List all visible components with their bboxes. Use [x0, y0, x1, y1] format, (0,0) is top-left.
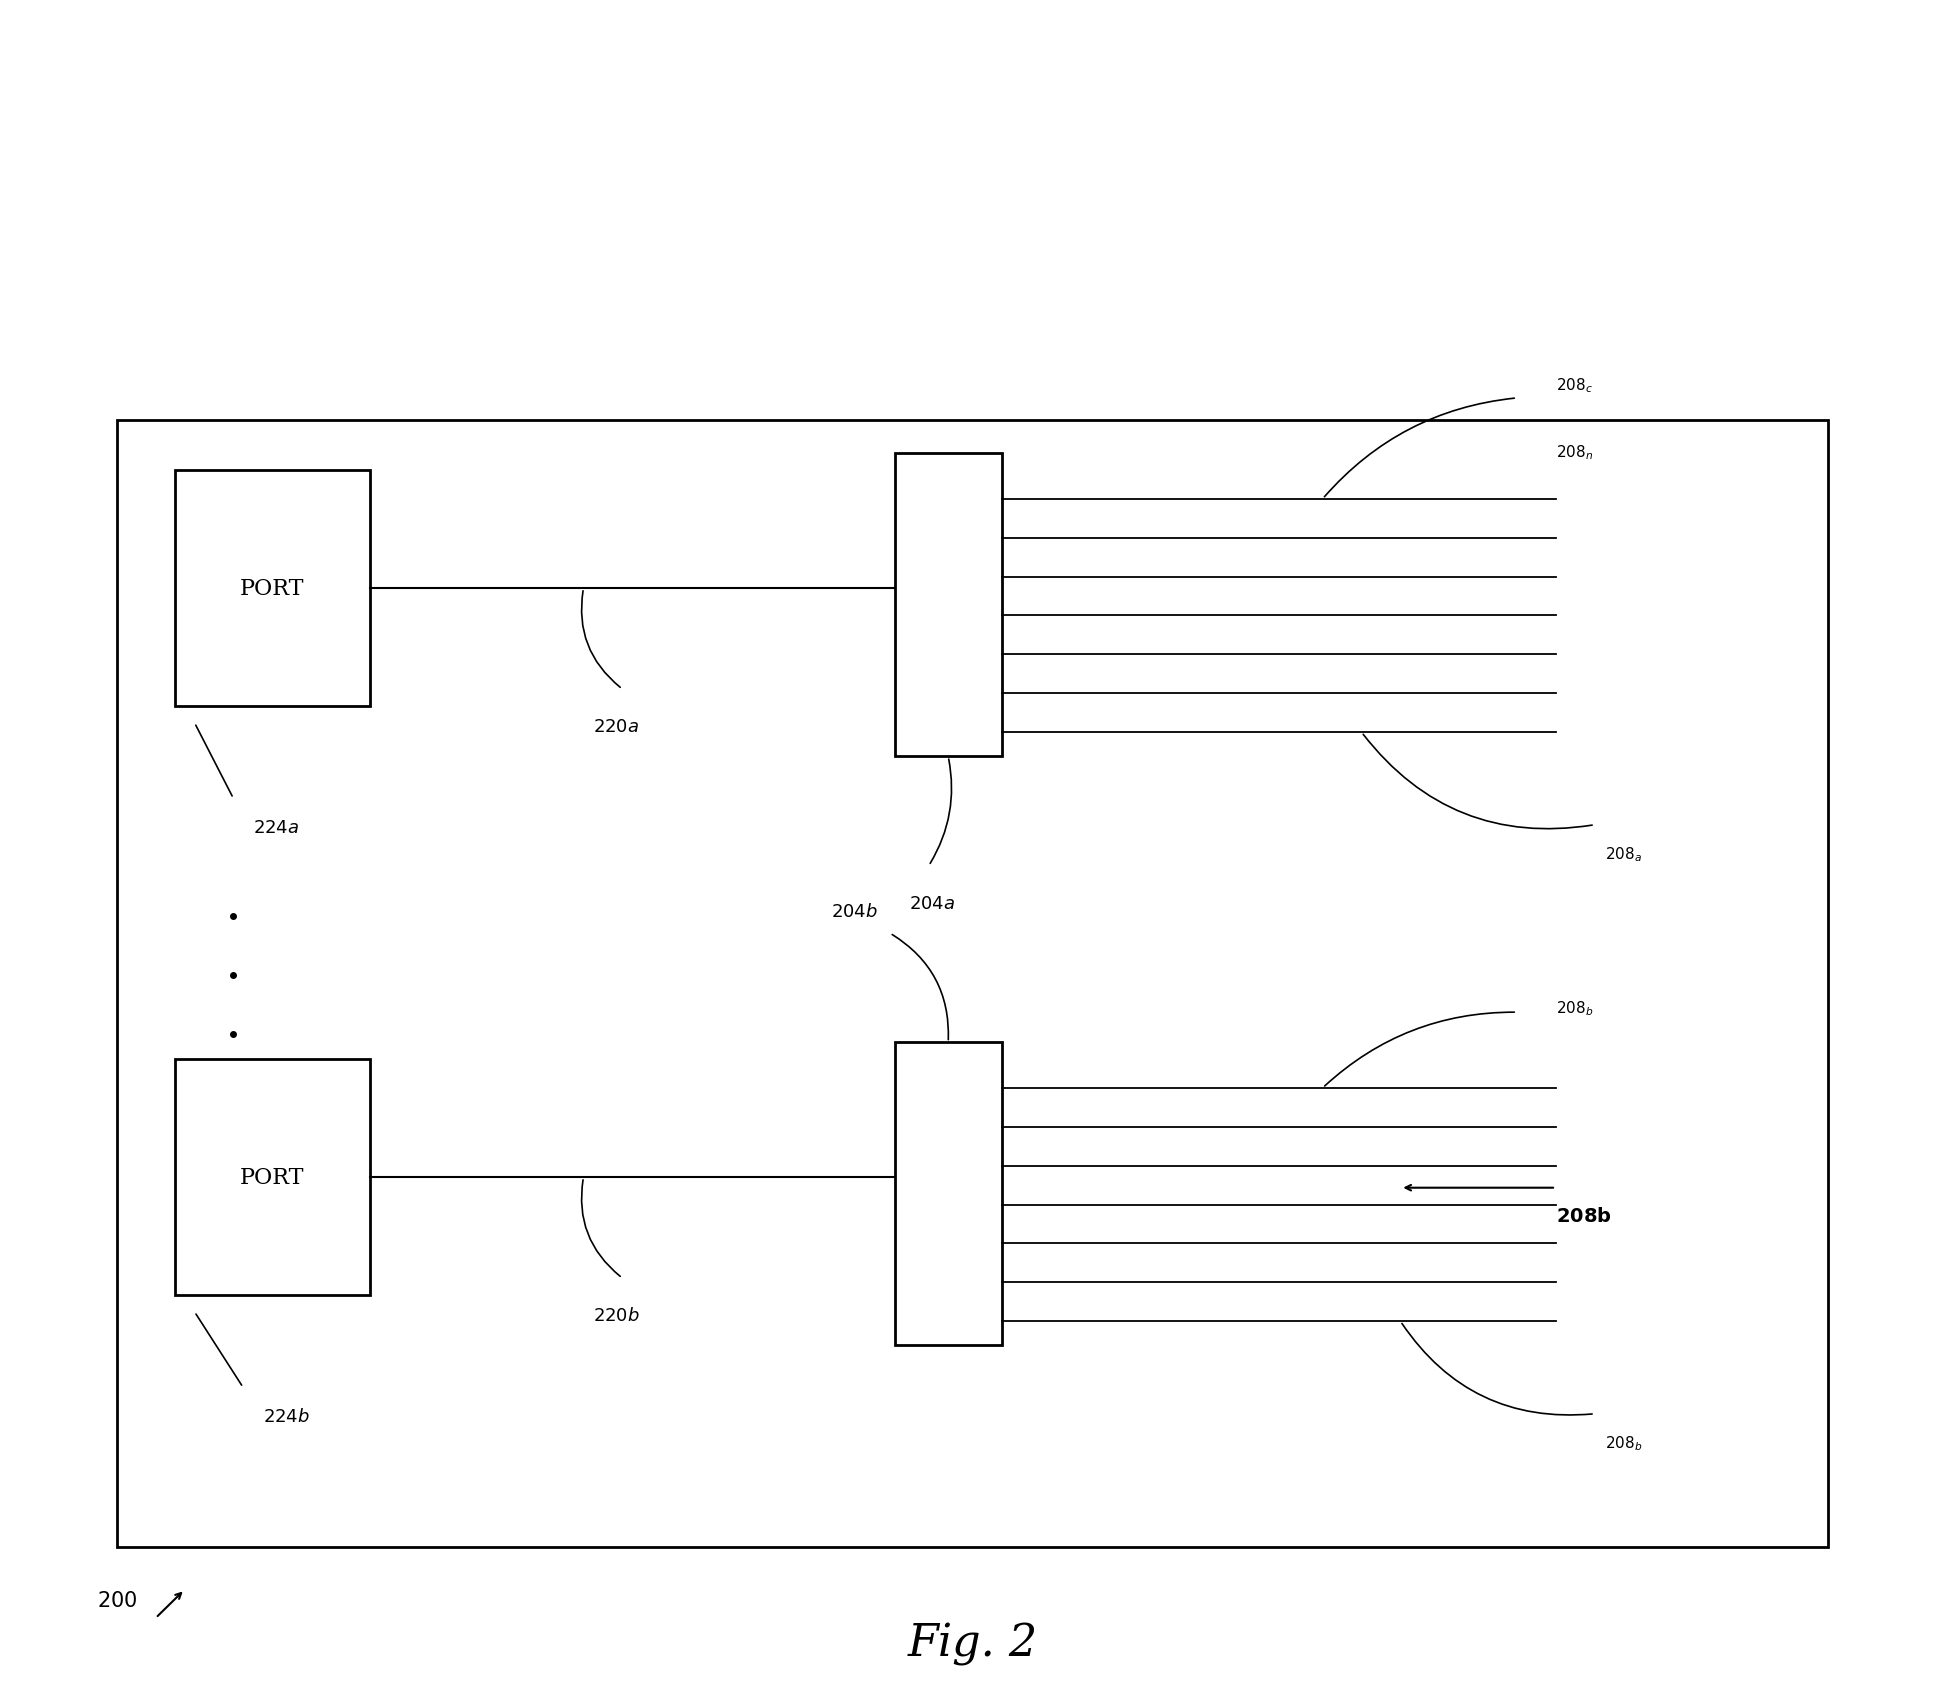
Text: $\it{204a}$: $\it{204a}$ — [908, 895, 955, 912]
Text: $\it{208_a}$: $\it{208_a}$ — [1605, 844, 1642, 863]
FancyBboxPatch shape — [117, 420, 1828, 1547]
Bar — [175, 471, 370, 706]
Bar — [895, 1043, 1002, 1346]
Text: $\it{208_c}$: $\it{208_c}$ — [1556, 377, 1593, 395]
Bar — [895, 454, 1002, 757]
Bar — [175, 1060, 370, 1295]
Text: $\it{208_n}$: $\it{208_n}$ — [1556, 444, 1593, 463]
Text: $\it{204b}$: $\it{204b}$ — [832, 903, 879, 920]
Text: PORT: PORT — [239, 577, 305, 600]
Text: PORT: PORT — [239, 1166, 305, 1189]
Text: $\it{220b}$: $\it{220b}$ — [593, 1307, 640, 1324]
Text: $\it{208_b}$: $\it{208_b}$ — [1556, 999, 1593, 1018]
Text: $\it{220a}$: $\it{220a}$ — [593, 718, 640, 735]
Text: $\bf{208b}$: $\bf{208b}$ — [1556, 1206, 1612, 1226]
Text: Fig. 2: Fig. 2 — [908, 1621, 1037, 1665]
Text: $\it{224b}$: $\it{224b}$ — [263, 1408, 309, 1425]
Text: $\it{208_b}$: $\it{208_b}$ — [1605, 1433, 1642, 1452]
Text: $\it{224a}$: $\it{224a}$ — [253, 819, 300, 836]
Text: $\it{200}$: $\it{200}$ — [97, 1589, 138, 1610]
